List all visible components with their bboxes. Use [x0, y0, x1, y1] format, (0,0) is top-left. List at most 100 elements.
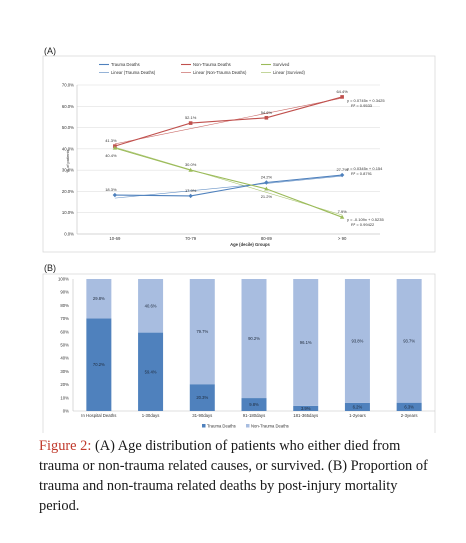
- bar-segment-trauma: [293, 405, 319, 411]
- x-tick-label: 91-180days: [243, 413, 265, 418]
- y-tick-label: 0.0%: [64, 232, 74, 237]
- data-point: [339, 214, 345, 219]
- bar-label-trauma: 70.2%: [93, 362, 105, 367]
- y-tick-label: 40.0%: [62, 146, 74, 151]
- caption-text: (A) Age distribution of patients who eit…: [39, 438, 428, 514]
- y-tick-label: 50%: [60, 343, 69, 348]
- x-tick-label: 1-30days: [142, 413, 160, 418]
- bar-label-non-trauma: 29.8%: [93, 296, 105, 301]
- bar-label-non-trauma: 96.1%: [300, 340, 312, 345]
- x-tick-label: 181-365days: [293, 413, 318, 418]
- y-tick-label: 80%: [60, 303, 69, 308]
- y-tick-label: 30.0%: [62, 168, 74, 173]
- bar-label-non-trauma: 93.8%: [351, 338, 363, 343]
- data-label: 64.4%: [336, 89, 348, 94]
- trendline-r2: R² = 0.8791: [351, 171, 373, 176]
- bar-segment-non-trauma: [344, 279, 370, 403]
- legend-entry: Linear (Survived): [273, 70, 305, 75]
- data-point: [264, 115, 269, 120]
- x-tick-label: > 90: [338, 236, 347, 241]
- bar-label-non-trauma: 40.6%: [145, 303, 157, 308]
- bar-segment-non-trauma: [138, 279, 164, 333]
- y-tick-label: 50.0%: [62, 125, 74, 130]
- data-label: 7.9%: [338, 209, 348, 214]
- data-point: [112, 192, 118, 198]
- line-chart-border: [42, 55, 436, 253]
- bar-segment-non-trauma: [396, 279, 422, 403]
- bar-segment-non-trauma: [189, 279, 215, 385]
- data-point: [264, 186, 269, 191]
- data-point: [339, 172, 345, 178]
- legend-entry: Linear (Non-Trauma Deaths): [193, 70, 247, 75]
- bar-label-trauma: 6.2%: [353, 404, 363, 409]
- y-tick-label: 60%: [60, 329, 69, 334]
- data-point: [188, 121, 193, 125]
- x-tick-label: 31-90days: [192, 413, 212, 418]
- data-point: [340, 95, 344, 99]
- series-line: [114, 147, 343, 218]
- panel-a-label: (A): [44, 46, 56, 56]
- bar-segment-non-trauma: [86, 279, 112, 319]
- legend-entry: Survived: [273, 62, 290, 67]
- y-tick-label: 10.0%: [62, 210, 74, 215]
- x-tick-label: In Hospital Deaths: [81, 413, 116, 418]
- legend-swatch: [246, 424, 250, 428]
- bar-label-non-trauma: 93.7%: [403, 338, 415, 343]
- x-tick-label: 70-79: [185, 236, 197, 241]
- y-tick-label: 20%: [60, 382, 69, 387]
- trendline: [114, 175, 343, 199]
- bar-label-trauma: 59.4%: [145, 369, 157, 374]
- y-tick-label: 30%: [60, 369, 69, 374]
- bar-segment-trauma: [344, 402, 370, 411]
- data-point: [188, 167, 193, 172]
- bar-label-trauma: 3.9%: [301, 406, 311, 411]
- trendline-equation: y = 0.0745x + 0.3425: [347, 98, 385, 103]
- legend-entry: Trauma Deaths: [207, 424, 236, 429]
- bar-label-non-trauma: 90.2%: [248, 336, 260, 341]
- y-tick-label: 10%: [60, 395, 69, 400]
- panel-b-label: (B): [44, 263, 56, 273]
- data-label: 30.0%: [185, 162, 197, 167]
- x-tick-label: 80-89: [261, 236, 273, 241]
- bar-segment-non-trauma: [293, 279, 319, 406]
- trendline: [114, 146, 343, 216]
- bar-label-trauma: 9.8%: [249, 402, 259, 407]
- y-tick-label: 100%: [58, 277, 69, 282]
- figure-caption: Figure 2: (A) Age distribution of patien…: [39, 436, 429, 516]
- bar-segment-trauma: [86, 318, 112, 411]
- bar-label-non-trauma: 79.7%: [196, 329, 208, 334]
- bar-segment-trauma: [241, 398, 267, 411]
- legend-entry: Trauma Deaths: [111, 62, 140, 67]
- bar-segment-trauma: [138, 332, 164, 411]
- data-label: 52.1%: [185, 115, 197, 120]
- legend-swatch: [202, 424, 206, 428]
- data-label: 21.2%: [261, 194, 273, 199]
- data-label: 18.3%: [105, 187, 117, 192]
- data-label: 54.6%: [261, 110, 273, 115]
- data-point: [188, 193, 193, 199]
- y-tick-label: 20.0%: [62, 189, 74, 194]
- legend-entry: Non-Trauma Deaths: [193, 62, 231, 67]
- y-tick-label: 90%: [60, 290, 69, 295]
- trendline-equation: y = -0.109x + 0.5235: [347, 217, 384, 222]
- x-tick-label: 10-69: [109, 236, 121, 241]
- y-tick-label: 70%: [60, 316, 69, 321]
- y-tick-label: 40%: [60, 356, 69, 361]
- figure-charts: (A) % of patients Age (decile) Groups 0.…: [42, 46, 436, 433]
- series-line: [114, 96, 343, 147]
- caption-label: Figure 2:: [39, 438, 92, 454]
- data-label: 24.2%: [261, 174, 273, 179]
- figure-frame: (A) % of patients Age (decile) Groups 0.…: [27, 33, 447, 518]
- trendline-r2: R² = 0.9533: [351, 103, 373, 108]
- y-tick-label: 0%: [63, 409, 69, 414]
- data-point: [264, 180, 269, 185]
- bar-segment-non-trauma: [241, 279, 267, 399]
- trendline-equation: y = 0.0345x + 0.154: [347, 166, 383, 171]
- line-chart-panel: % of patients Age (decile) Groups 0.0% 10…: [42, 55, 436, 253]
- legend-entry: Linear (Trauma Deaths): [111, 70, 156, 75]
- series-line: [114, 174, 343, 197]
- trendline-r2: R² = 0.99422: [351, 222, 375, 227]
- bar-segment-trauma: [189, 384, 215, 411]
- line-chart-xlabel: Age (decile) Groups: [230, 242, 270, 247]
- data-label: 17.9%: [185, 188, 197, 193]
